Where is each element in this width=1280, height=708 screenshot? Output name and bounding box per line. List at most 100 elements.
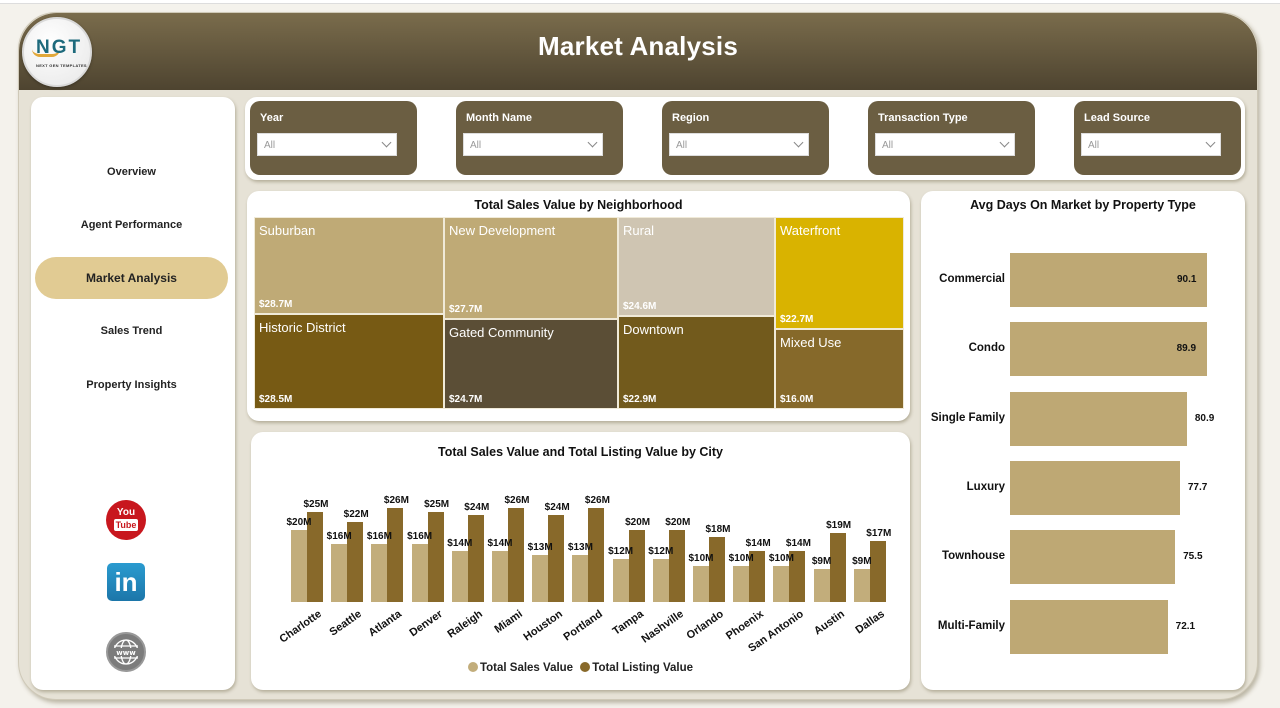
bar-total-sales-value[interactable]	[773, 565, 790, 602]
bar-value-label: 90.1	[1177, 274, 1197, 285]
bar-total-listing-value[interactable]	[307, 511, 323, 602]
bar-total-listing-value[interactable]	[427, 511, 444, 602]
svg-text:www: www	[116, 649, 136, 657]
bar-label-listing: $20M	[665, 516, 691, 528]
ngt-logo[interactable]: NGT NEXT GEN TEMPLATES	[22, 17, 92, 87]
globe-www-icon[interactable]: www	[106, 632, 146, 672]
sidebar-item-sales-trend[interactable]: Sales Trend	[100, 325, 163, 337]
bar-avg-days[interactable]	[1010, 599, 1168, 654]
treemap-tile-rural[interactable]: Rural $24.6M	[618, 217, 775, 316]
bar-value-label: 75.5	[1183, 551, 1203, 563]
bar-total-sales-value[interactable]	[492, 551, 508, 602]
treemap-tile-mixed-use[interactable]: Mixed Use $16.0M	[775, 329, 904, 409]
filter-region: Region All	[662, 101, 829, 175]
y-axis-label: Commercial	[939, 273, 1005, 285]
bar-total-listing-value[interactable]	[869, 540, 886, 602]
bar-total-listing-value[interactable]	[588, 508, 605, 602]
bar-label-listing: $20M	[625, 516, 651, 528]
sidebar-item-market-analysis[interactable]: Market Analysis	[35, 257, 228, 299]
bar-total-listing-value[interactable]	[467, 515, 484, 602]
city-chart-legend: Total Sales Value Total Listing Value	[251, 662, 910, 674]
linkedin-icon[interactable]: in	[107, 563, 145, 601]
bar-total-listing-value[interactable]	[789, 551, 806, 602]
bar-avg-days[interactable]	[1010, 322, 1207, 377]
tile-label: Mixed Use	[780, 335, 842, 350]
filter-year-value: All	[264, 140, 276, 151]
bar-total-sales-value[interactable]	[733, 565, 750, 602]
youtube-icon[interactable]: You Tube	[106, 500, 146, 540]
treemap-tile-gated-community[interactable]: Gated Community $24.7M	[444, 319, 618, 409]
bar-total-listing-value[interactable]	[628, 529, 645, 602]
bar-total-sales-value[interactable]	[371, 544, 388, 602]
bar-total-listing-value[interactable]	[749, 551, 766, 602]
filter-year-dropdown[interactable]: All	[257, 133, 397, 156]
days-bar-chart: Commercial 90.1 Condo 89.9 Single Family 80.9…	[921, 253, 1245, 673]
treemap-tile-downtown[interactable]: Downtown $22.9M	[618, 316, 775, 409]
bar-value-label: 89.9	[1176, 343, 1197, 355]
x-axis-label: Portland	[561, 608, 606, 644]
bar-total-sales-value[interactable]	[572, 555, 589, 602]
days-chart-title: Avg Days On Market by Property Type	[970, 198, 1196, 212]
bar-total-sales-value[interactable]	[291, 529, 307, 602]
bar-total-sales-value[interactable]	[853, 569, 870, 602]
bar-total-listing-value[interactable]	[508, 508, 524, 602]
bar-total-sales-value[interactable]	[331, 544, 348, 602]
bar-total-sales-value[interactable]	[652, 558, 669, 602]
bar-total-sales-value[interactable]	[813, 569, 830, 602]
filter-month-name-dropdown[interactable]: All	[463, 133, 603, 156]
bar-label-listing: $17M	[866, 527, 892, 539]
globe-icon: www	[113, 639, 139, 665]
filter-lead-source-value: All	[1088, 140, 1100, 151]
days-bar-row: Commercial 90.1	[921, 253, 1241, 307]
bar-label-listing: $14M	[785, 538, 811, 550]
chevron-down-icon	[381, 137, 392, 148]
page-title: Market Analysis	[537, 31, 739, 61]
dashboard-frame: Market Analysis NGT NEXT GEN TEMPLATES O…	[18, 12, 1258, 700]
treemap-tile-waterfront[interactable]: Waterfront $22.7M	[775, 217, 904, 329]
chevron-down-icon	[793, 137, 804, 148]
bar-total-listing-value[interactable]	[709, 536, 725, 602]
treemap-tile-suburban[interactable]: Suburban $28.7M	[254, 217, 444, 314]
bar-label-sales: $14M	[487, 538, 513, 550]
bar-label-sales: $10M	[728, 552, 754, 564]
filter-lead-source-dropdown[interactable]: All	[1081, 133, 1221, 156]
city-bar-group: $12M $20M Tampa	[608, 472, 650, 638]
header-bar: Market Analysis	[19, 13, 1257, 90]
bar-total-sales-value[interactable]	[451, 551, 468, 602]
bar-label-sales: $16M	[326, 531, 352, 543]
bar-total-listing-value[interactable]	[347, 522, 364, 602]
treemap-tile-historic-district[interactable]: Historic District $28.5M	[254, 314, 444, 409]
sidebar-nav: Overview Agent Performance Market Analys…	[31, 97, 235, 690]
bar-total-sales-value[interactable]	[411, 544, 428, 602]
bar-total-sales-value[interactable]	[693, 565, 709, 602]
city-bar-group: $13M $26M Portland	[562, 472, 610, 643]
bar-avg-days[interactable]	[1010, 460, 1180, 515]
filter-transaction-type-dropdown[interactable]: All	[875, 133, 1015, 156]
filter-region-value: All	[676, 140, 688, 151]
bar-total-listing-value[interactable]	[829, 533, 846, 602]
days-bar-row: Townhouse 75.5	[921, 530, 1241, 585]
legend-total-sales-value[interactable]: Total Sales Value	[467, 662, 573, 674]
bar-total-sales-value[interactable]	[532, 555, 549, 602]
x-axis-label: Miami	[492, 608, 525, 636]
sidebar-item-property-insights[interactable]: Property Insights	[86, 379, 177, 391]
filter-region-dropdown[interactable]: All	[669, 133, 809, 156]
youtube-text-bottom: Tube	[113, 519, 139, 531]
bar-avg-days[interactable]	[1010, 253, 1207, 307]
bar-total-listing-value[interactable]	[387, 508, 404, 602]
sidebar-item-agent-performance[interactable]: Agent Performance	[80, 219, 183, 231]
legend-total-listing-value[interactable]: Total Listing Value	[580, 662, 693, 674]
sidebar-item-overview[interactable]: Overview	[107, 166, 156, 178]
bar-total-listing-value[interactable]	[548, 515, 565, 602]
bar-label-listing: $18M	[705, 523, 731, 535]
treemap-tile-new-development[interactable]: New Development $27.7M	[444, 217, 618, 319]
filter-lead-source-label: Lead Source	[1084, 112, 1151, 124]
city-chart-title: Total Sales Value and Total Listing Valu…	[437, 445, 724, 459]
bar-total-listing-value[interactable]	[668, 529, 685, 602]
bar-label-listing: $14M	[745, 538, 771, 550]
bar-avg-days[interactable]	[1010, 530, 1176, 585]
bar-avg-days[interactable]	[1010, 391, 1187, 446]
bar-label-listing: $26M	[504, 495, 530, 506]
bar-total-sales-value[interactable]	[612, 558, 629, 602]
city-bar-group: $10M $14M San Antonio	[747, 472, 811, 654]
